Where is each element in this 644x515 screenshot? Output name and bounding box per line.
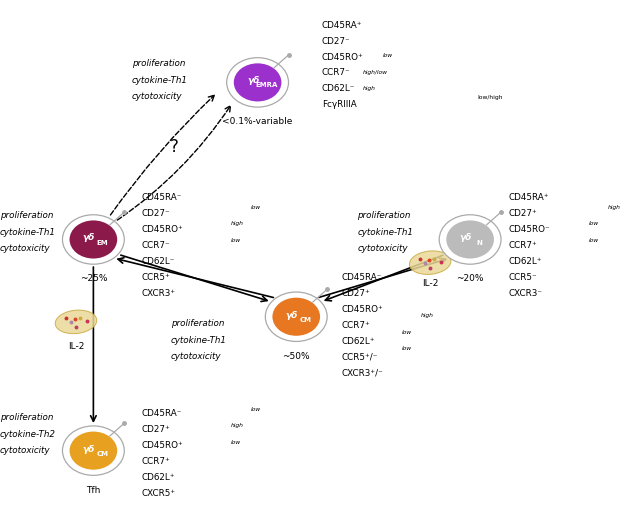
Text: CD45RA⁻: CD45RA⁻ xyxy=(341,273,382,282)
Text: CD45RA⁻: CD45RA⁻ xyxy=(142,409,182,418)
Text: proliferation: proliferation xyxy=(357,211,411,220)
Text: cytotoxicity: cytotoxicity xyxy=(0,446,50,455)
Text: <0.1%-variable: <0.1%-variable xyxy=(222,117,293,126)
Text: proliferation: proliferation xyxy=(132,59,185,68)
Circle shape xyxy=(265,292,327,341)
Text: cytokine-Th1: cytokine-Th1 xyxy=(132,76,188,84)
Text: CD27⁺: CD27⁺ xyxy=(341,289,370,298)
Text: CD27⁺: CD27⁺ xyxy=(509,209,538,218)
Text: CD62L⁻: CD62L⁻ xyxy=(322,84,355,93)
Text: γδ: γδ xyxy=(82,233,95,243)
Circle shape xyxy=(446,220,494,259)
Text: ~25%: ~25% xyxy=(80,274,107,283)
Text: CM: CM xyxy=(299,317,311,323)
Text: low: low xyxy=(251,205,261,210)
Text: CD27⁺: CD27⁺ xyxy=(142,425,171,434)
Circle shape xyxy=(234,63,281,101)
Circle shape xyxy=(439,215,501,264)
Text: CD27⁻: CD27⁻ xyxy=(142,209,170,218)
Text: CD45RA⁻: CD45RA⁻ xyxy=(142,193,182,202)
Text: ~20%: ~20% xyxy=(457,274,484,283)
Ellipse shape xyxy=(410,251,451,274)
Text: CXCR5⁺: CXCR5⁺ xyxy=(142,489,176,498)
Text: CD45RO⁺: CD45RO⁺ xyxy=(142,225,184,234)
Text: high: high xyxy=(608,205,621,210)
Text: CCR7⁻: CCR7⁻ xyxy=(142,241,170,250)
Text: CD45RO⁻: CD45RO⁻ xyxy=(509,225,551,234)
Text: ?: ? xyxy=(169,138,178,156)
Text: CCR7⁺: CCR7⁺ xyxy=(142,457,171,466)
Text: cytotoxicity: cytotoxicity xyxy=(0,244,50,253)
Text: proliferation: proliferation xyxy=(0,413,53,422)
Text: γδ: γδ xyxy=(459,233,472,243)
Circle shape xyxy=(227,58,289,107)
Circle shape xyxy=(70,220,117,259)
Circle shape xyxy=(70,432,117,470)
Text: Tfh: Tfh xyxy=(86,486,100,494)
Text: CXCR3⁺/⁻: CXCR3⁺/⁻ xyxy=(341,369,383,377)
Text: CCR5⁺: CCR5⁺ xyxy=(142,273,171,282)
Text: CD62L⁻: CD62L⁻ xyxy=(142,257,175,266)
Text: ~50%: ~50% xyxy=(283,352,310,360)
Text: CD45RA⁺: CD45RA⁺ xyxy=(509,193,549,202)
Text: low/high: low/high xyxy=(478,95,504,100)
Text: low: low xyxy=(402,330,412,335)
Text: CCR7⁺: CCR7⁺ xyxy=(509,241,538,250)
Text: CD45RO⁺: CD45RO⁺ xyxy=(341,305,383,314)
Text: high: high xyxy=(421,313,434,318)
Circle shape xyxy=(272,298,320,336)
Text: low: low xyxy=(383,53,393,58)
Text: N: N xyxy=(476,239,482,246)
Text: CD62L⁺: CD62L⁺ xyxy=(142,473,175,482)
Text: proliferation: proliferation xyxy=(0,211,53,220)
Text: CCR7⁻: CCR7⁻ xyxy=(322,68,350,77)
Text: high: high xyxy=(231,423,244,428)
Text: CCR5⁺/⁻: CCR5⁺/⁻ xyxy=(341,353,377,362)
Text: IL-2: IL-2 xyxy=(422,279,439,288)
Text: EM: EM xyxy=(97,239,108,246)
Text: low: low xyxy=(402,346,412,351)
Text: CD45RO⁺: CD45RO⁺ xyxy=(322,53,364,61)
Text: cytokine-Th1: cytokine-Th1 xyxy=(171,336,227,345)
Text: high/low: high/low xyxy=(363,70,388,75)
Text: IL-2: IL-2 xyxy=(68,342,84,351)
Text: cytokine-Th1: cytokine-Th1 xyxy=(0,228,56,236)
Text: cytokine-Th2: cytokine-Th2 xyxy=(0,430,56,438)
Text: EMRA: EMRA xyxy=(256,82,278,89)
Ellipse shape xyxy=(55,310,97,334)
Text: CXCR3⁺: CXCR3⁺ xyxy=(142,289,176,298)
Text: CD62L⁺: CD62L⁺ xyxy=(341,337,375,346)
Text: high: high xyxy=(363,86,376,91)
Text: γδ: γδ xyxy=(247,76,260,85)
Text: low: low xyxy=(589,238,599,243)
Circle shape xyxy=(62,426,124,475)
Text: γδ: γδ xyxy=(82,444,95,454)
Text: CD45RO⁺: CD45RO⁺ xyxy=(142,441,184,450)
Text: low: low xyxy=(231,440,242,445)
Text: CCR7⁺: CCR7⁺ xyxy=(341,321,370,330)
Text: CCR5⁻: CCR5⁻ xyxy=(509,273,537,282)
Text: γδ: γδ xyxy=(285,311,298,320)
Text: CD45RA⁺: CD45RA⁺ xyxy=(322,21,363,29)
Text: CXCR3⁻: CXCR3⁻ xyxy=(509,289,543,298)
Circle shape xyxy=(62,215,124,264)
Text: CD62L⁺: CD62L⁺ xyxy=(509,257,542,266)
Text: low: low xyxy=(589,221,599,227)
Text: high: high xyxy=(231,221,244,227)
Text: cytotoxicity: cytotoxicity xyxy=(132,92,182,101)
Text: cytotoxicity: cytotoxicity xyxy=(171,352,221,361)
Text: CD27⁻: CD27⁻ xyxy=(322,37,350,45)
Text: proliferation: proliferation xyxy=(171,319,224,328)
Text: FcγRIIIA: FcγRIIIA xyxy=(322,100,357,109)
Text: CM: CM xyxy=(97,451,108,457)
Text: cytotoxicity: cytotoxicity xyxy=(357,244,408,253)
Text: low: low xyxy=(231,238,242,243)
Text: cytokine-Th1: cytokine-Th1 xyxy=(357,228,413,236)
Text: low: low xyxy=(251,407,261,412)
